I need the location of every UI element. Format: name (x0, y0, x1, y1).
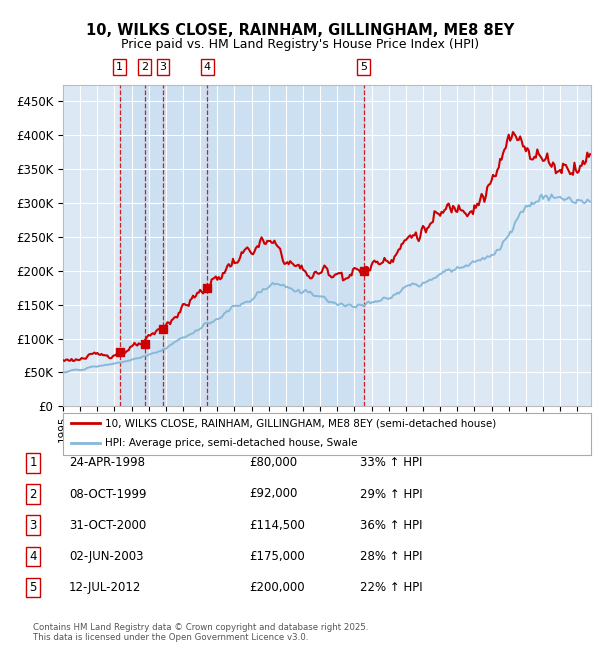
Text: £200,000: £200,000 (249, 581, 305, 594)
Text: 33% ↑ HPI: 33% ↑ HPI (360, 456, 422, 469)
Text: 08-OCT-1999: 08-OCT-1999 (69, 488, 146, 500)
Text: 02-JUN-2003: 02-JUN-2003 (69, 550, 143, 563)
Text: 1: 1 (116, 62, 123, 72)
Text: 3: 3 (160, 62, 166, 72)
Text: 2: 2 (141, 62, 148, 72)
Text: 5: 5 (360, 62, 367, 72)
Text: 3: 3 (29, 519, 37, 532)
Text: £175,000: £175,000 (249, 550, 305, 563)
Bar (163, 84, 208, 406)
Text: 10, WILKS CLOSE, RAINHAM, GILLINGHAM, ME8 8EY (semi-detached house): 10, WILKS CLOSE, RAINHAM, GILLINGHAM, ME… (105, 419, 496, 428)
Text: 29% ↑ HPI: 29% ↑ HPI (360, 488, 422, 500)
Text: £92,000: £92,000 (249, 488, 298, 500)
Text: 36% ↑ HPI: 36% ↑ HPI (360, 519, 422, 532)
Text: 24-APR-1998: 24-APR-1998 (69, 456, 145, 469)
Text: 22% ↑ HPI: 22% ↑ HPI (360, 581, 422, 594)
Text: 10, WILKS CLOSE, RAINHAM, GILLINGHAM, ME8 8EY: 10, WILKS CLOSE, RAINHAM, GILLINGHAM, ME… (86, 23, 514, 38)
Bar (208, 84, 364, 406)
Text: 5: 5 (29, 581, 37, 594)
Text: £114,500: £114,500 (249, 519, 305, 532)
Text: £80,000: £80,000 (249, 456, 297, 469)
Text: Price paid vs. HM Land Registry's House Price Index (HPI): Price paid vs. HM Land Registry's House … (121, 38, 479, 51)
Text: 4: 4 (29, 550, 37, 563)
Bar (120, 84, 145, 406)
Text: Contains HM Land Registry data © Crown copyright and database right 2025.
This d: Contains HM Land Registry data © Crown c… (33, 623, 368, 642)
Text: 28% ↑ HPI: 28% ↑ HPI (360, 550, 422, 563)
Text: 31-OCT-2000: 31-OCT-2000 (69, 519, 146, 532)
Text: 4: 4 (204, 62, 211, 72)
Bar (145, 84, 163, 406)
Text: 1: 1 (29, 456, 37, 469)
Text: HPI: Average price, semi-detached house, Swale: HPI: Average price, semi-detached house,… (105, 438, 358, 448)
Text: 12-JUL-2012: 12-JUL-2012 (69, 581, 142, 594)
Text: 2: 2 (29, 488, 37, 500)
